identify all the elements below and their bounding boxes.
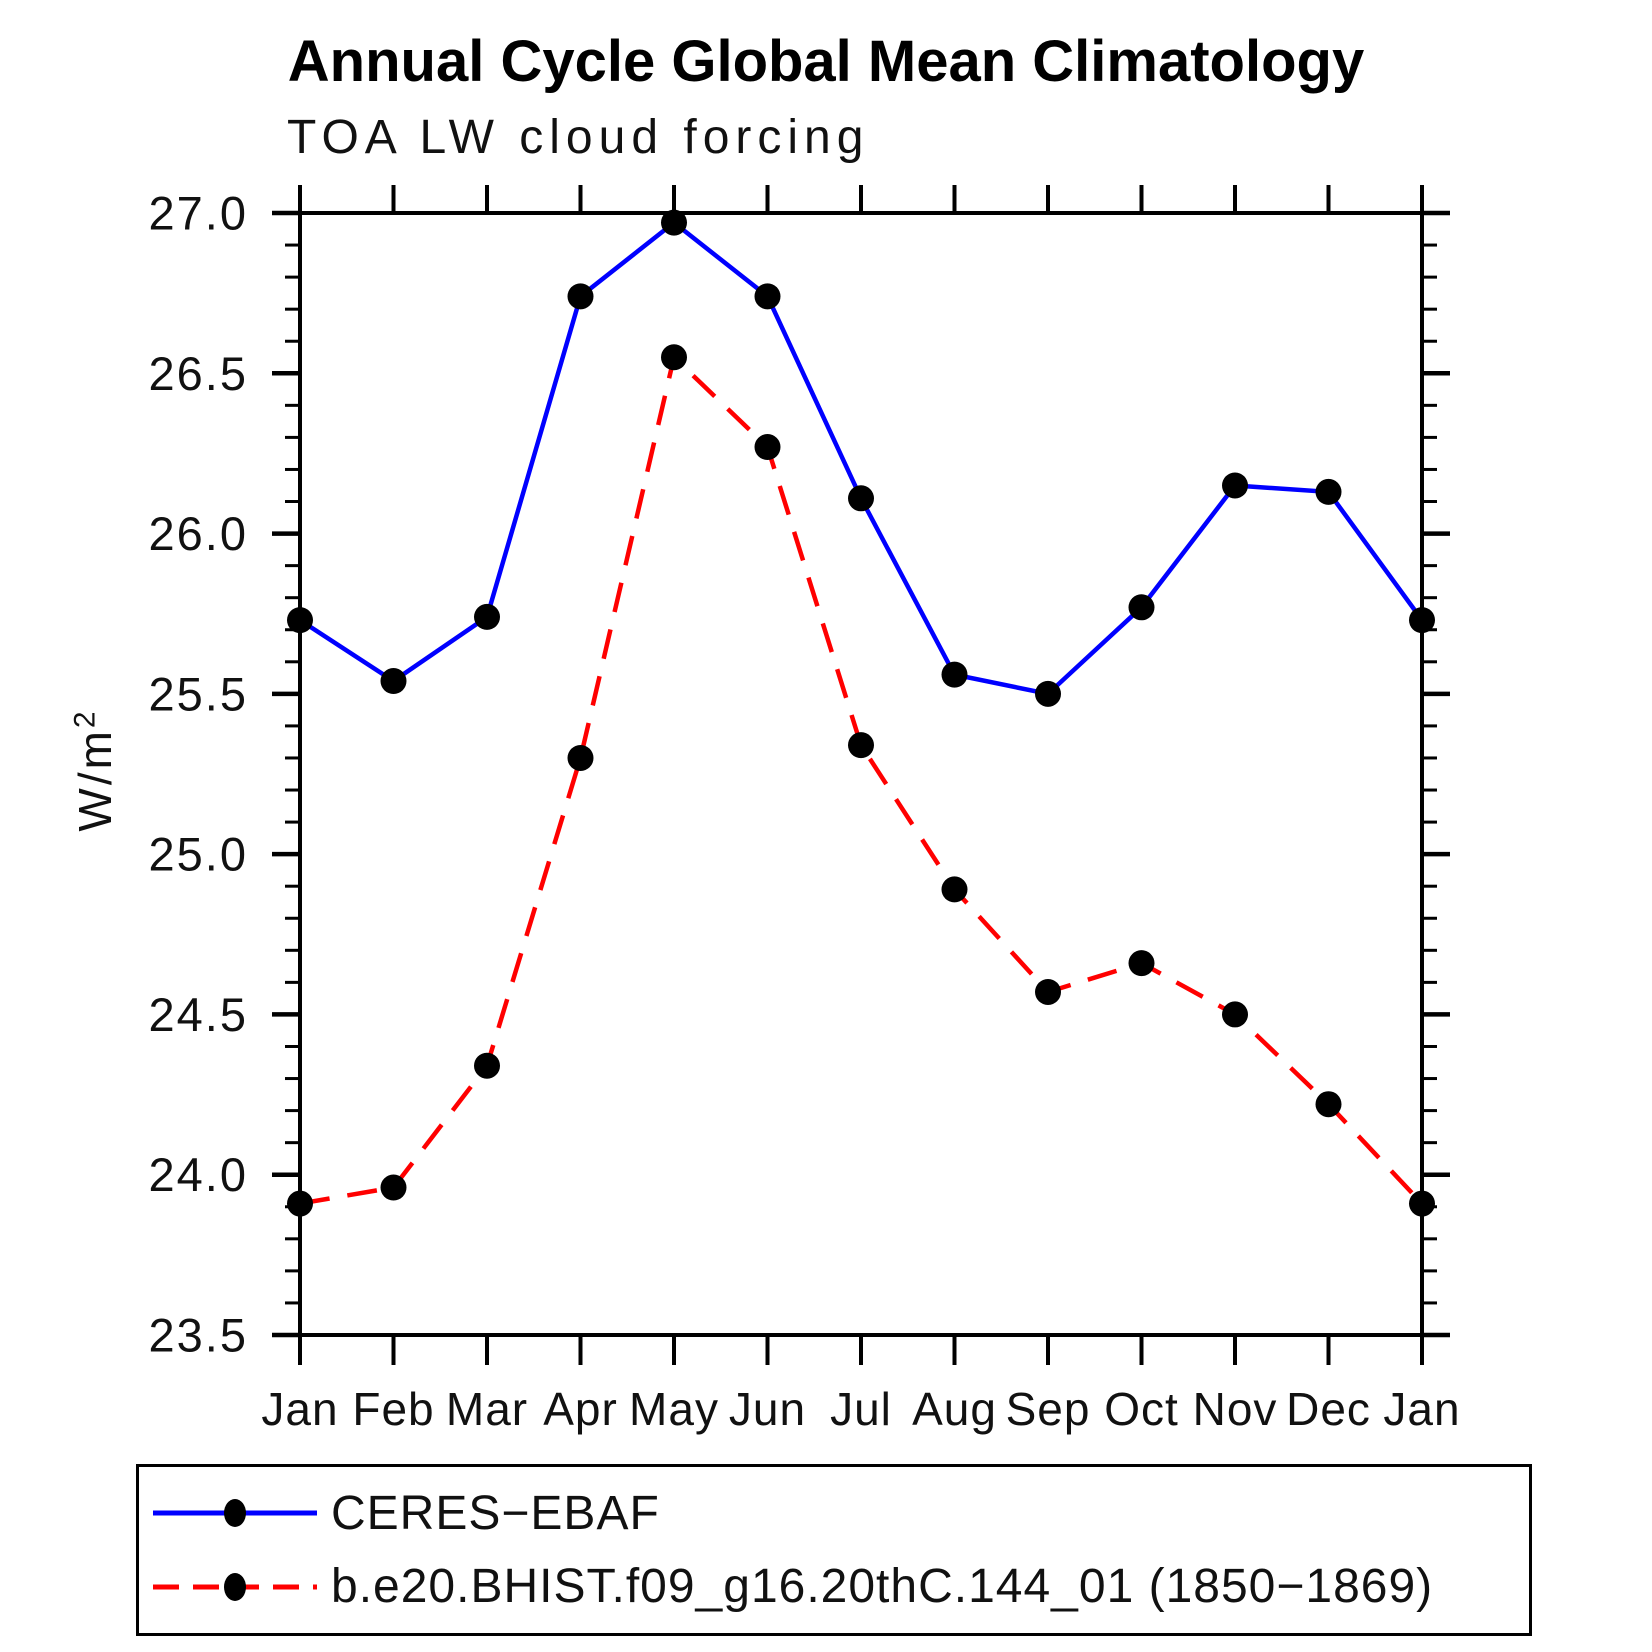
x-tick-label: Dec bbox=[1286, 1383, 1371, 1435]
data-point-marker bbox=[287, 607, 313, 634]
data-point-marker bbox=[1128, 594, 1155, 621]
data-point-marker bbox=[848, 485, 874, 512]
data-point-marker bbox=[1409, 1190, 1435, 1217]
x-tick-label: Feb bbox=[352, 1383, 434, 1435]
data-point-marker bbox=[1222, 1001, 1248, 1028]
series-line-ceres bbox=[298, 219, 1424, 697]
legend-line-sample-dashed bbox=[153, 1572, 317, 1601]
data-point-marker bbox=[1315, 478, 1342, 505]
data-point-marker bbox=[754, 283, 781, 310]
y-tick-label: 26.5 bbox=[149, 347, 248, 400]
data-point-marker bbox=[848, 732, 874, 759]
y-tick-label: 25.0 bbox=[149, 828, 248, 881]
legend-box: CERES−EBAF b.e20.BHIST.f09_g16.20thC.144… bbox=[136, 1464, 1532, 1636]
data-point-marker bbox=[474, 603, 500, 630]
x-tick-label: Sep bbox=[1006, 1383, 1091, 1435]
data-point-marker bbox=[1035, 978, 1061, 1005]
data-point-marker bbox=[1409, 607, 1435, 634]
legend-line-sample-solid bbox=[153, 1499, 317, 1528]
legend-row-ceres: CERES−EBAF bbox=[149, 1486, 1529, 1541]
series-line-model bbox=[299, 352, 1424, 1206]
legend-label-ceres: CERES−EBAF bbox=[331, 1486, 660, 1540]
data-point-marker bbox=[567, 283, 594, 310]
data-point-marker bbox=[1035, 680, 1061, 707]
chart-subtitle: TOA LW cloud forcing bbox=[287, 111, 870, 164]
x-tick-label: Aug bbox=[912, 1383, 997, 1435]
data-point-marker bbox=[661, 209, 687, 236]
data-point-marker bbox=[1222, 472, 1248, 499]
data-point-marker bbox=[941, 661, 968, 688]
y-tick-label: 24.5 bbox=[149, 988, 248, 1041]
x-tick-label: May bbox=[629, 1383, 719, 1435]
legend-sample-marker bbox=[224, 1572, 246, 1601]
y-tick-label: 23.5 bbox=[149, 1309, 248, 1362]
legend-label-model: b.e20.BHIST.f09_g16.20thC.144_01 (1850−1… bbox=[331, 1560, 1434, 1614]
x-tick-label: Jun bbox=[729, 1383, 806, 1435]
y-tick-label: 25.5 bbox=[149, 667, 248, 720]
data-point-marker bbox=[380, 668, 407, 695]
data-point-marker bbox=[941, 876, 968, 903]
page-title: Annual Cycle Global Mean Climatology bbox=[287, 29, 1365, 94]
data-point-marker bbox=[287, 1190, 313, 1217]
y-tick-label: 24.0 bbox=[149, 1148, 248, 1201]
x-tick-label: Nov bbox=[1193, 1383, 1278, 1435]
legend-row-model: b.e20.BHIST.f09_g16.20thC.144_01 (1850−1… bbox=[149, 1559, 1529, 1614]
data-point-marker bbox=[661, 344, 687, 371]
data-point-marker bbox=[567, 744, 594, 771]
x-tick-label: Jan bbox=[261, 1383, 338, 1435]
data-point-marker bbox=[474, 1052, 500, 1079]
data-point-marker bbox=[380, 1174, 407, 1201]
y-tick-label: 26.0 bbox=[149, 507, 248, 560]
x-tick-label: Mar bbox=[446, 1383, 528, 1435]
legend-sample-marker bbox=[224, 1499, 246, 1528]
x-tick-label: Jan bbox=[1383, 1383, 1460, 1435]
data-point-marker bbox=[754, 434, 781, 461]
plot-frame bbox=[298, 211, 1424, 1337]
y-tick-label: 27.0 bbox=[149, 187, 248, 240]
data-point-marker bbox=[1315, 1091, 1342, 1118]
data-point-marker bbox=[1128, 950, 1155, 977]
x-tick-label: Jul bbox=[830, 1383, 892, 1435]
x-tick-label: Oct bbox=[1104, 1383, 1179, 1435]
x-tick-label: Apr bbox=[543, 1383, 618, 1435]
